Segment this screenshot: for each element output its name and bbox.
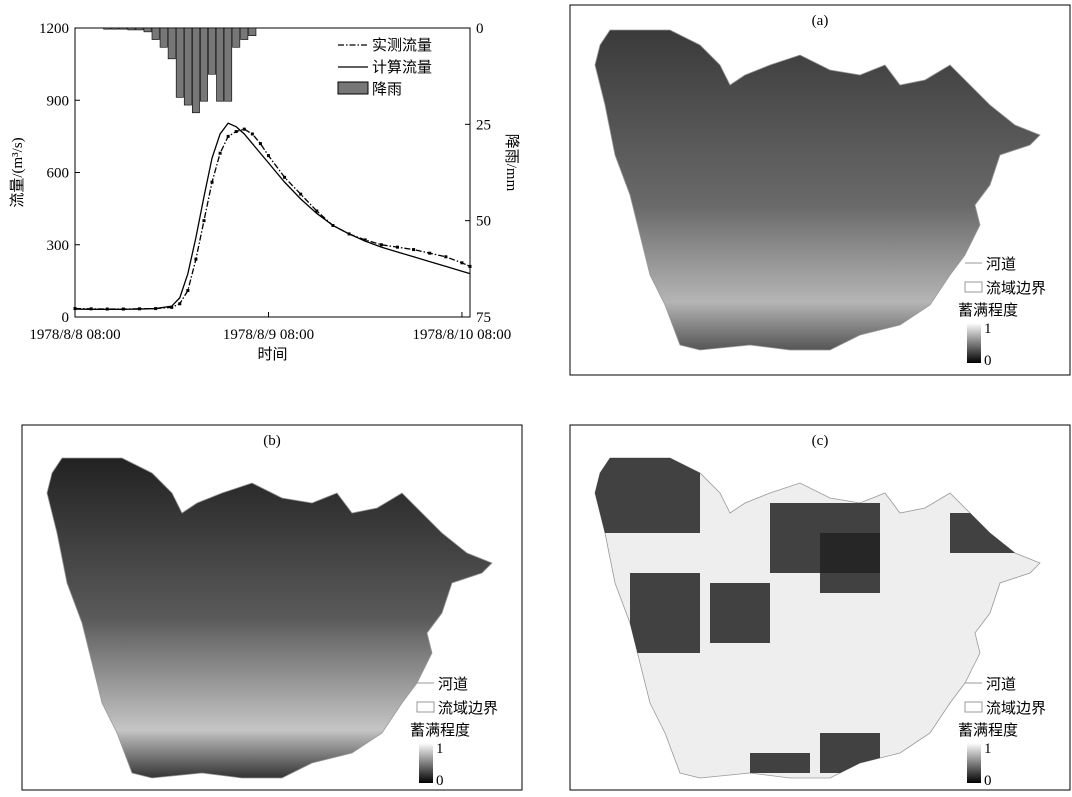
y2-tick-label: 50 — [476, 214, 491, 230]
flow-line — [75, 129, 470, 309]
flow-point — [428, 252, 431, 255]
colorbar — [419, 743, 433, 783]
y-tick-label: 900 — [47, 93, 70, 109]
map-label: (a) — [812, 13, 829, 29]
colorbar-min: 0 — [984, 773, 992, 789]
rain-bar — [225, 28, 232, 101]
patch — [820, 533, 880, 593]
legend-label: 降雨 — [372, 81, 402, 98]
flow-point — [412, 248, 415, 251]
flow-line — [75, 123, 470, 309]
rain-bar — [176, 28, 183, 97]
flow-point — [211, 181, 214, 184]
flow-point — [267, 154, 270, 157]
flow-point — [444, 255, 447, 258]
rain-bar — [120, 28, 127, 29]
rain-bar — [160, 28, 167, 47]
rain-bar — [208, 28, 215, 74]
rain-bar — [136, 28, 143, 30]
y-axis-label: 流量/(m³/s) — [9, 137, 26, 207]
rain-bar — [128, 28, 135, 30]
flow-point — [283, 176, 286, 179]
legend-label: 计算流量 — [372, 58, 432, 76]
x-axis-label: 时间 — [257, 346, 287, 363]
rain-bar — [168, 28, 175, 59]
legend-label: 河道 — [986, 676, 1016, 693]
flow-point — [251, 132, 254, 135]
x-tick-label: 1978/8/10 08:00 — [413, 327, 512, 343]
maps: (a)河道流域边界蓄满程度10(b)河道流域边界蓄满程度10(c)河道流域边界蓄… — [22, 5, 1070, 790]
patch — [710, 583, 770, 643]
flow-point — [235, 130, 238, 133]
patch — [630, 573, 700, 653]
legend-label: 河道 — [438, 676, 468, 693]
rain-bar — [216, 28, 223, 101]
legend-label: 流域边界 — [986, 700, 1046, 717]
legend-title: 蓄满程度 — [958, 302, 1018, 319]
map-label: (b) — [263, 433, 281, 449]
y2-axis-label: 降雨/mm — [503, 134, 520, 192]
flow-point — [259, 142, 262, 145]
flow-point — [178, 302, 181, 305]
flow-point — [396, 246, 399, 249]
hydrograph: 0 300 600 900 1200 0 25 50 75 1978/8/8 08:00 1978/… — [9, 21, 520, 363]
legend-boundary — [417, 702, 434, 712]
rain-bar — [200, 28, 207, 101]
rain-bar — [184, 28, 191, 105]
map-label: (c) — [812, 433, 829, 449]
y-tick-label: 1200 — [39, 21, 69, 37]
rain-bar — [104, 28, 111, 29]
legend-label: 河道 — [986, 256, 1016, 273]
flow-point — [227, 135, 230, 138]
legend-label: 流域边界 — [438, 700, 498, 717]
x-tick-label: 1978/8/8 08:00 — [29, 327, 120, 343]
flow-point — [469, 265, 472, 268]
colorbar-max: 1 — [984, 741, 992, 757]
x-tick-label: 1978/8/9 08:00 — [223, 327, 314, 343]
flow-point — [194, 258, 197, 261]
legend-swatch — [338, 82, 368, 94]
legend-boundary — [965, 702, 982, 712]
y-tick-label: 0 — [62, 310, 70, 326]
rain-bar — [192, 28, 199, 113]
flow-point — [243, 128, 246, 131]
y-tick-label: 300 — [47, 238, 70, 254]
legend-label: 实测流量 — [372, 37, 432, 54]
legend-label: 流域边界 — [986, 280, 1046, 297]
flow-point — [219, 152, 222, 155]
rain-bar — [241, 28, 248, 40]
flow-point — [380, 243, 383, 246]
y-tick-label: 600 — [47, 166, 70, 182]
flow-point — [460, 261, 463, 264]
patch — [750, 753, 810, 773]
colorbar-min: 0 — [984, 353, 992, 369]
colorbar-min: 0 — [436, 773, 444, 789]
flow-point — [202, 219, 205, 222]
legend-title: 蓄满程度 — [958, 722, 1018, 739]
y2-tick-label: 0 — [476, 21, 484, 37]
colorbar-max: 1 — [984, 321, 992, 337]
rain-bar — [112, 28, 119, 29]
rain-bar — [144, 28, 151, 32]
legend-title: 蓄满程度 — [410, 722, 470, 739]
colorbar — [967, 323, 981, 363]
rain-bar — [233, 28, 240, 47]
rain-bar — [152, 28, 159, 40]
figure: 0 300 600 900 1200 0 25 50 75 1978/8/8 08:00 1978/… — [0, 0, 1072, 792]
flow-point — [299, 193, 302, 196]
y2-tick-label: 75 — [476, 310, 491, 326]
colorbar-max: 1 — [436, 741, 444, 757]
patch — [590, 453, 700, 533]
rain-bar — [249, 28, 256, 36]
flow-point — [186, 289, 189, 292]
legend-boundary — [965, 282, 982, 292]
y2-tick-label: 25 — [476, 117, 491, 133]
colorbar — [967, 743, 981, 783]
